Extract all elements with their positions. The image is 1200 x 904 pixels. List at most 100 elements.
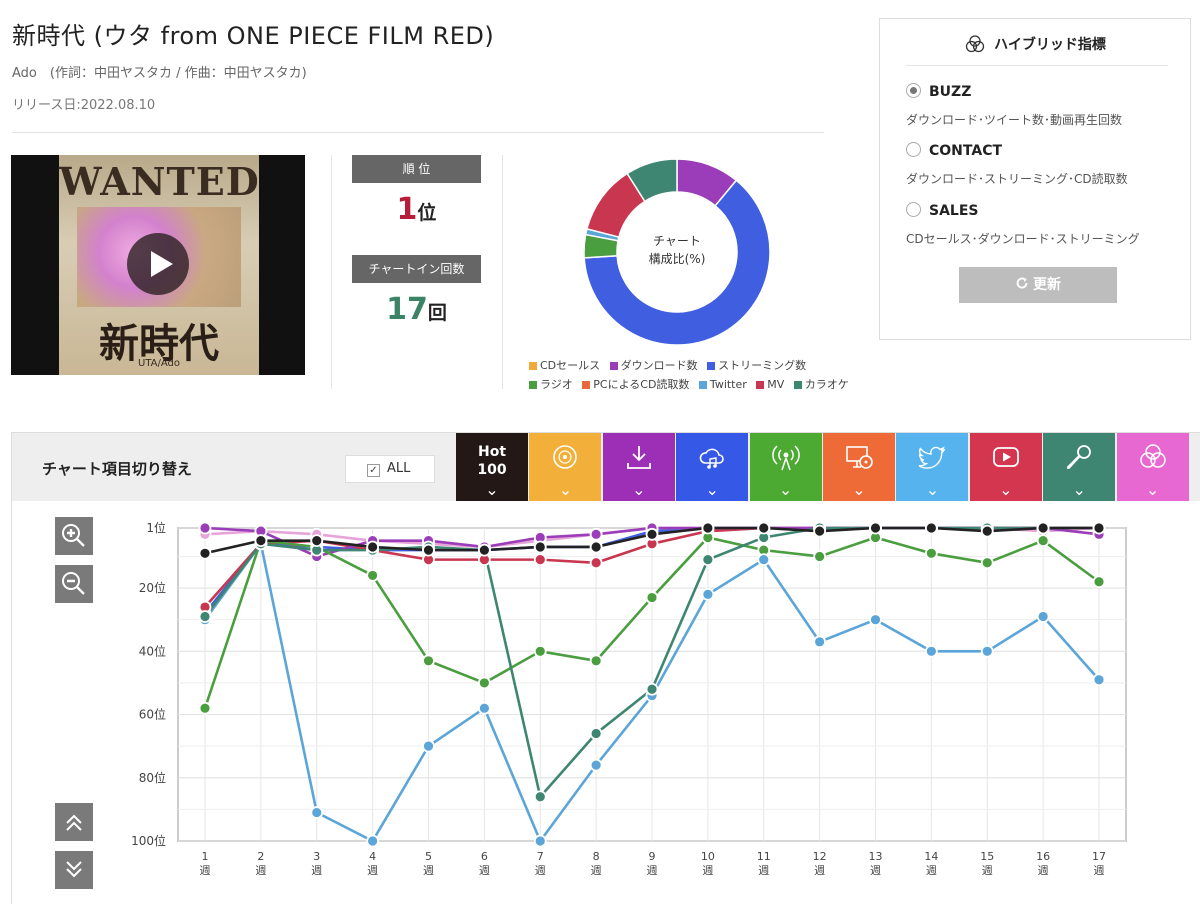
donut-segment-カラオケ: [626, 158, 678, 203]
legend-item: ストリーミング数: [707, 359, 806, 372]
radio-button[interactable]: [906, 142, 921, 157]
donut-legend-row-1: CDセールス ダウンロード数 ストリーミング数: [529, 357, 812, 373]
series-point-6: [645, 682, 659, 696]
rank-history-line-chart: 1位20位40位60位80位100位1週2週3週4週5週6週7週8週9週10週1…: [131, 520, 1127, 877]
option-description: ダウンロード･ストリーミング･CD読取数: [906, 172, 1128, 186]
wanted-poster-image: WANTED 新時代 UTA/Ado: [59, 155, 259, 375]
radio-button[interactable]: [906, 202, 921, 217]
tab-mv[interactable]: ⌄: [969, 433, 1042, 501]
legend-label: CDセールス: [540, 359, 601, 372]
tab-karaoke[interactable]: ⌄: [1043, 433, 1116, 501]
chart-switch-label: チャート項目切り替え: [42, 460, 192, 478]
refresh-icon: [1016, 277, 1028, 289]
zoom-in-button[interactable]: [55, 517, 93, 555]
option-label: SALES: [929, 203, 979, 219]
series-point-7: [533, 540, 547, 554]
x-tick-unit: 週: [200, 864, 211, 877]
update-button[interactable]: 更新: [959, 267, 1117, 303]
tab-hybrid[interactable]: ⌄: [1116, 433, 1189, 501]
series-point-6: [589, 727, 603, 740]
zoom-out-button[interactable]: [55, 565, 93, 603]
x-tick-label: 6: [481, 850, 488, 863]
tab-download[interactable]: ⌄: [602, 433, 675, 501]
all-checkbox[interactable]: ✓ ALL: [345, 455, 435, 483]
series-point-5: [366, 834, 380, 848]
hot-text: Hot: [477, 444, 507, 460]
x-tick-label: 14: [924, 850, 938, 863]
x-tick-unit: 週: [367, 864, 378, 877]
series-point-7: [757, 521, 771, 535]
x-tick-unit: 週: [591, 864, 602, 877]
donut-legend-row-2: ラジオ PCによるCD読取数 Twitter MV カラオケ: [529, 376, 855, 392]
series-point-7: [924, 521, 938, 535]
series-point-4: [924, 546, 938, 560]
hybrid-title-text: ハイブリッド指標: [994, 37, 1106, 53]
tab-pc-cd-read[interactable]: ⌄: [823, 433, 895, 501]
x-tick-unit: 週: [311, 864, 322, 877]
series-point-4: [645, 591, 659, 604]
rank-value: 1位: [352, 192, 481, 227]
chevron-down-icon: ⌄: [558, 480, 573, 499]
radio-contact[interactable]: CONTACT: [906, 142, 1002, 159]
tab-cd-sales[interactable]: ⌄: [529, 433, 602, 501]
series-point-4: [366, 569, 380, 582]
hybrid-circles-icon: [965, 35, 985, 53]
tab-hot100-label: Hot 100: [456, 433, 528, 479]
youtube-play-icon: [992, 447, 1019, 467]
tab-radio[interactable]: ⌄: [749, 433, 822, 501]
legend-item: カラオケ: [793, 378, 849, 391]
x-tick-unit: 週: [1038, 864, 1049, 877]
x-tick-unit: 週: [982, 864, 993, 877]
x-tick-label: 1: [202, 850, 209, 863]
legend-label: ラジオ: [540, 378, 573, 391]
x-tick-label: 17: [1092, 850, 1106, 863]
series-point-5: [980, 644, 994, 658]
scroll-up-button[interactable]: [55, 803, 93, 841]
radio-sales[interactable]: SALES: [906, 202, 979, 219]
cloud-music-icon: [699, 448, 724, 469]
legend-item: MV: [756, 378, 784, 391]
series-point-4: [477, 676, 491, 690]
x-tick-unit: 週: [870, 864, 881, 877]
chevron-down-icon: ⌄: [485, 480, 499, 499]
chartin-label: チャートイン回数: [352, 255, 481, 283]
zoom-out-icon: [62, 572, 85, 595]
double-chevron-up-icon: [66, 814, 82, 831]
series-point-7: [254, 534, 268, 548]
radio-button-selected[interactable]: [906, 83, 921, 98]
series-point-4: [1036, 534, 1050, 548]
series-point-7: [645, 527, 659, 541]
tab-streaming[interactable]: ⌄: [676, 433, 749, 501]
series-point-5: [1036, 610, 1050, 623]
series-point-4: [422, 654, 435, 668]
chevron-down-icon: ⌄: [1145, 480, 1160, 499]
series-point-1: [589, 556, 603, 570]
check-icon[interactable]: ✓: [367, 464, 380, 477]
x-tick-unit: 週: [758, 864, 769, 877]
play-icon[interactable]: [127, 233, 189, 295]
series-point-4: [589, 654, 603, 668]
hybrid-index-panel: ハイブリッド指標 BUZZ ダウンロード･ツイート数･動画再生回数 CONTAC…: [879, 18, 1191, 340]
cd-disc-icon: [553, 445, 578, 469]
x-tick-label: 4: [369, 850, 376, 863]
chartin-number: 17: [386, 292, 428, 327]
scroll-down-button[interactable]: [55, 851, 93, 889]
tab-twitter[interactable]: ⌄: [896, 433, 969, 501]
poster-credit-text: UTA/Ado: [138, 358, 180, 369]
rank-unit: 位: [417, 202, 437, 224]
legend-label: ストリーミング数: [718, 359, 807, 372]
chevron-down-icon: ⌄: [852, 480, 866, 499]
x-tick-unit: 週: [702, 864, 713, 877]
series-point-5: [1092, 673, 1106, 687]
tab-hot100[interactable]: Hot 100 ⌄: [456, 433, 528, 501]
series-point-7: [422, 543, 435, 557]
radio-buzz[interactable]: BUZZ: [906, 83, 971, 100]
chevron-down-icon: ⌄: [778, 480, 793, 499]
x-tick-unit: 週: [926, 864, 937, 877]
update-label: 更新: [1033, 277, 1061, 293]
chevron-down-icon: ⌄: [632, 480, 646, 499]
video-thumbnail[interactable]: WANTED 新時代 UTA/Ado: [11, 155, 305, 375]
x-tick-label: 16: [1036, 850, 1050, 863]
x-tick-unit: 週: [814, 864, 825, 877]
poster-title-text: 新時代: [99, 320, 219, 367]
